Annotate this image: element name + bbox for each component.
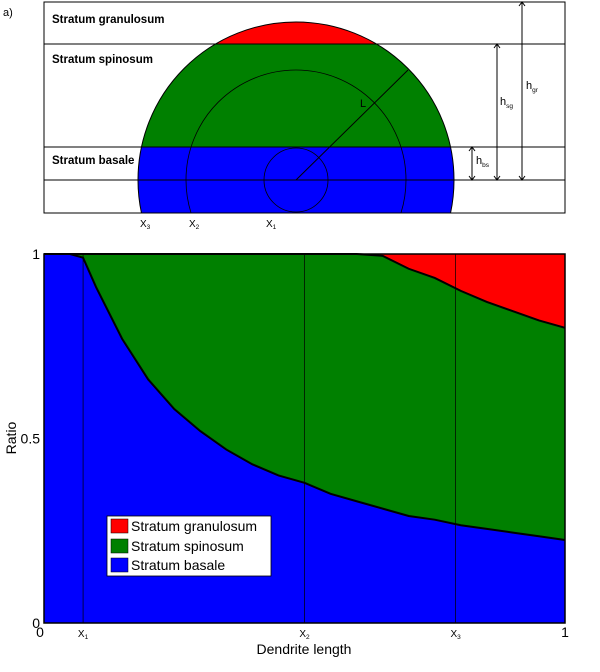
y-tick-label-0: 0 — [32, 615, 40, 631]
panel-b: X1 X2 X3 0 1 0 0.5 1 Dendrite length Ratio Stra… — [3, 246, 569, 657]
plot-frame — [43, 253, 566, 624]
panel-a: a) Stratum granulosum Stratum spinosum S… — [3, 1, 566, 231]
y-axis-label: Ratio — [3, 421, 19, 454]
axis-ticks: X1 X2 X3 0 1 0 0.5 1 — [21, 246, 570, 641]
marker-label-x3: X3 — [450, 629, 461, 641]
x-marker-x3: X3 — [140, 219, 151, 231]
height-label-bs: hbs — [476, 155, 490, 169]
x-marker-x2: X2 — [189, 219, 200, 231]
x-axis-label: Dendrite length — [257, 641, 352, 657]
legend-entry-granulosum: Stratum granulosum — [131, 518, 257, 534]
legend-entry-spinosum: Stratum spinosum — [131, 538, 244, 554]
boundary-line-stratum-basale — [44, 253, 566, 541]
panel-a-label: a) — [3, 7, 13, 19]
x-tick-label-1: 1 — [561, 624, 569, 640]
marker-label-x2: X2 — [299, 629, 310, 641]
area-stratum-granulosum — [44, 254, 565, 328]
vertical-markers — [82, 254, 456, 623]
legend-swatch-granulosum — [110, 518, 129, 534]
radius-label: L — [360, 98, 366, 110]
legend-box — [106, 515, 272, 577]
y-tick-label-2: 1 — [32, 246, 40, 262]
legend-swatch-basale — [110, 557, 129, 573]
marker-label-x1: X1 — [78, 629, 89, 641]
radius-line — [295, 69, 409, 181]
spinosum-region — [141, 44, 451, 147]
height-label-gr: hgr — [526, 80, 539, 94]
x-marker-x1: X1 — [266, 219, 277, 231]
panel-a-frame — [43, 1, 566, 214]
y-tick-label-1: 0.5 — [21, 431, 41, 447]
layer-label-granulosum: Stratum granulosum — [52, 14, 164, 26]
x-tick-label-0: 0 — [36, 624, 44, 640]
legend-swatch-spinosum — [110, 538, 129, 554]
layer-label-spinosum: Stratum spinosum — [52, 54, 153, 66]
legend: Stratum granulosum Stratum spinosum Stra… — [106, 515, 272, 577]
layer-label-basale: Stratum basale — [52, 155, 134, 167]
height-arrows — [468, 1, 526, 181]
height-label-sg: hsg — [500, 96, 513, 110]
legend-entry-basale: Stratum basale — [131, 557, 225, 573]
